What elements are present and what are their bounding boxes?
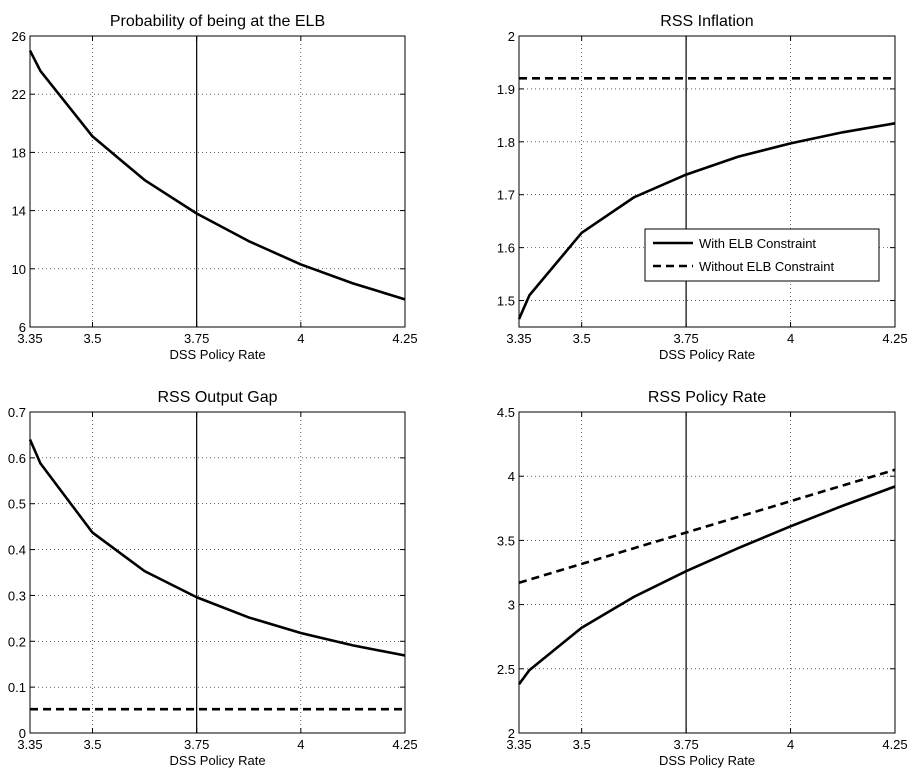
x-tick-label: 3.5 xyxy=(573,737,591,752)
series-line-solid xyxy=(28,438,406,657)
y-tick-label: 0.3 xyxy=(8,588,26,603)
y-tick-label: 1.9 xyxy=(497,82,515,97)
y-tick-label: 14 xyxy=(12,204,26,219)
series-line-solid xyxy=(517,485,896,685)
x-axis-label: DSS Policy Rate xyxy=(169,753,265,768)
chart-panel: 3.35 3.5 3.75 4 4.25 6 10 14 18 22 26 Probability o… xyxy=(12,13,418,362)
axes-box xyxy=(29,411,406,734)
legend-box xyxy=(644,228,880,282)
y-tick-label: 26 xyxy=(12,29,26,44)
chart-panel: 3.35 3.5 3.75 4 4.25 2 2.5 3 3.5 4 4.5 RSS Policy R… xyxy=(497,389,908,768)
legend: With ELB Constraint Without ELB Constrain… xyxy=(644,228,880,282)
x-tick-label: 4.25 xyxy=(392,331,417,346)
series-line-solid xyxy=(517,122,896,320)
chart-panel: 3.35 3.5 3.75 4 4.25 1.5 1.6 1.7 1.8 1.9 2 RSS Infl… xyxy=(497,13,908,362)
axes-box xyxy=(29,35,406,328)
x-tick-label: 4 xyxy=(787,737,794,752)
x-tick-label: 4.25 xyxy=(882,737,907,752)
x-axis-label: DSS Policy Rate xyxy=(169,347,265,362)
y-tick-label: 3.5 xyxy=(497,533,515,548)
x-tick-label: 3.35 xyxy=(506,331,531,346)
y-tick-label: 3 xyxy=(508,598,515,613)
x-tick-label: 3.5 xyxy=(83,331,101,346)
y-tick-label: 0.5 xyxy=(8,497,26,512)
y-tick-label: 22 xyxy=(12,87,26,102)
series-line-solid xyxy=(28,49,406,301)
axes-box xyxy=(518,35,896,328)
y-tick-label: 2 xyxy=(508,29,515,44)
x-tick-label: 4.25 xyxy=(882,331,907,346)
x-tick-label: 3.35 xyxy=(17,737,42,752)
y-tick-label: 10 xyxy=(12,262,26,277)
y-tick-label: 18 xyxy=(12,145,26,160)
y-tick-label: 4 xyxy=(508,469,515,484)
plot-area xyxy=(30,36,405,327)
legend-label: With ELB Constraint xyxy=(699,236,816,251)
chart-title: RSS Output Gap xyxy=(157,389,277,406)
x-tick-label: 4.25 xyxy=(392,737,417,752)
chart-panel: 3.35 3.5 3.75 4 4.25 0 0.1 0.2 0.3 0.4 0.5 0.6 0.7 RS… xyxy=(8,389,418,768)
y-tick-label: 0.1 xyxy=(8,680,26,695)
x-tick-label: 3.75 xyxy=(184,737,209,752)
x-tick-label: 4 xyxy=(787,331,794,346)
x-axis-label: DSS Policy Rate xyxy=(659,753,755,768)
chart-title: RSS Inflation xyxy=(660,13,753,30)
y-tick-label: 0.2 xyxy=(8,634,26,649)
y-tick-label: 1.6 xyxy=(497,241,515,256)
x-tick-label: 3.75 xyxy=(673,737,698,752)
x-tick-label: 3.5 xyxy=(573,331,591,346)
x-tick-label: 3.35 xyxy=(17,331,42,346)
axes-box xyxy=(518,411,896,734)
legend-label: Without ELB Constraint xyxy=(699,259,835,274)
plot-area xyxy=(30,412,405,733)
x-tick-label: 3.75 xyxy=(184,331,209,346)
x-tick-label: 3.35 xyxy=(506,737,531,752)
x-tick-label: 4 xyxy=(297,331,304,346)
plot-area xyxy=(519,412,895,733)
y-tick-label: 4.5 xyxy=(497,405,515,420)
y-tick-label: 0 xyxy=(19,726,26,741)
series-line-dashed xyxy=(518,468,896,585)
y-tick-label: 0.6 xyxy=(8,451,26,466)
y-tick-label: 1.7 xyxy=(497,188,515,203)
y-tick-label: 0.7 xyxy=(8,405,26,420)
y-tick-label: 1.8 xyxy=(497,135,515,150)
y-tick-label: 2 xyxy=(508,726,515,741)
chart-title: RSS Policy Rate xyxy=(648,389,766,406)
x-tick-label: 3.75 xyxy=(673,331,698,346)
x-tick-label: 4 xyxy=(297,737,304,752)
y-tick-label: 1.5 xyxy=(497,294,515,309)
x-axis-label: DSS Policy Rate xyxy=(659,347,755,362)
y-tick-label: 6 xyxy=(19,320,26,335)
y-tick-label: 0.4 xyxy=(8,543,26,558)
y-tick-label: 2.5 xyxy=(497,662,515,677)
plot-area xyxy=(519,36,895,327)
x-tick-label: 3.5 xyxy=(83,737,101,752)
chart-title: Probability of being at the ELB xyxy=(110,13,325,30)
